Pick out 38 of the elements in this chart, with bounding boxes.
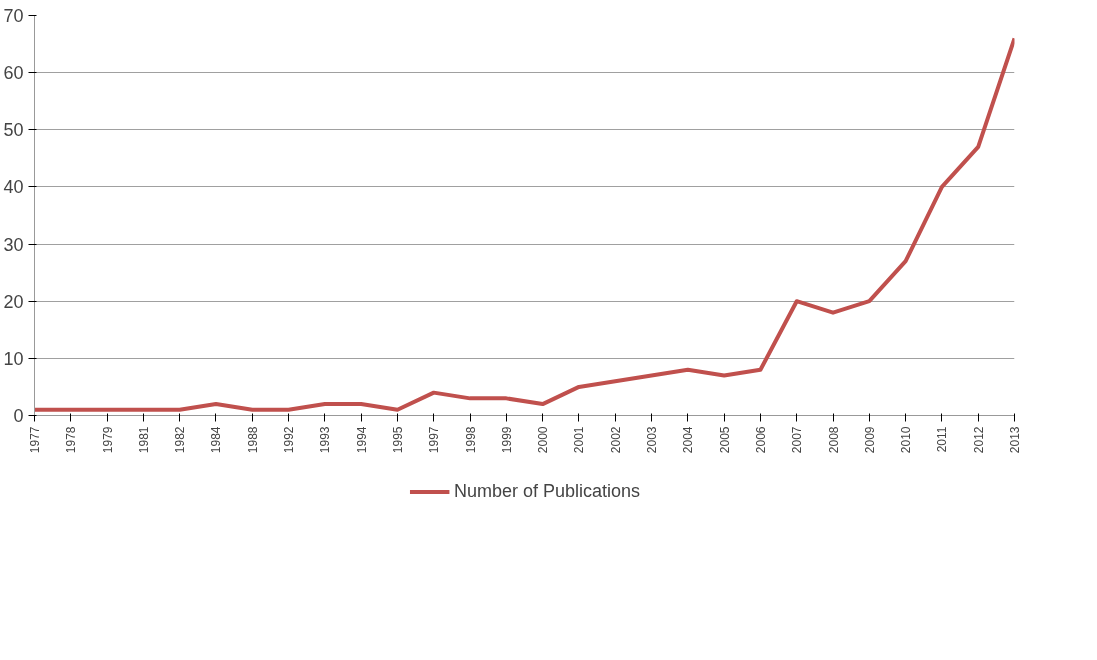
x-tick-label: 1997 <box>427 426 442 454</box>
line-series <box>34 36 1015 412</box>
x-tick-label: 2004 <box>681 426 696 454</box>
legend-label: Number of Publications <box>453 480 641 502</box>
x-tick-label: 2000 <box>536 426 551 454</box>
x-tick-label: 1982 <box>173 426 188 454</box>
y-tick-label: 20 <box>3 291 24 312</box>
x-tick-label: 2009 <box>862 426 877 454</box>
x-tick-label: 2012 <box>971 426 986 454</box>
y-tick-label: 10 <box>3 348 24 369</box>
y-tick-label: 50 <box>3 120 24 141</box>
x-tick-label: 1998 <box>463 426 478 454</box>
x-tick-label: 2013 <box>1008 426 1022 454</box>
x-tick-label: 2010 <box>899 426 914 454</box>
x-tick-label: 1977 <box>28 426 42 454</box>
y-tick-label: 0 <box>13 406 24 426</box>
x-tick-label: 2007 <box>790 426 805 454</box>
x-tick-label: 1988 <box>245 426 260 454</box>
x-tick-label: 1994 <box>354 426 369 454</box>
x-tick-label: 2001 <box>572 426 587 454</box>
y-tick-label: 40 <box>3 177 24 198</box>
y-tick-label: 60 <box>3 63 24 84</box>
x-tick-label: 2002 <box>608 426 623 454</box>
x-tick-label: 1984 <box>209 426 224 454</box>
y-tick-label: 70 <box>3 6 24 26</box>
x-tick-label: 2005 <box>717 426 732 454</box>
x-tick-label: 1993 <box>318 426 333 454</box>
x-tick-label: 1999 <box>499 426 514 454</box>
x-tick-label: 2011 <box>935 426 950 453</box>
x-tick-label: 1995 <box>390 426 405 454</box>
x-tick-label: 1992 <box>282 426 297 454</box>
x-tick-label: 2006 <box>753 426 768 454</box>
x-tick-label: 2003 <box>645 426 660 454</box>
x-tick-label: 1978 <box>64 426 79 454</box>
x-tick-label: 1981 <box>136 426 151 454</box>
y-tick-label: 30 <box>3 234 24 255</box>
x-tick-label: 1979 <box>100 426 115 454</box>
x-tick-label: 2008 <box>826 426 841 454</box>
